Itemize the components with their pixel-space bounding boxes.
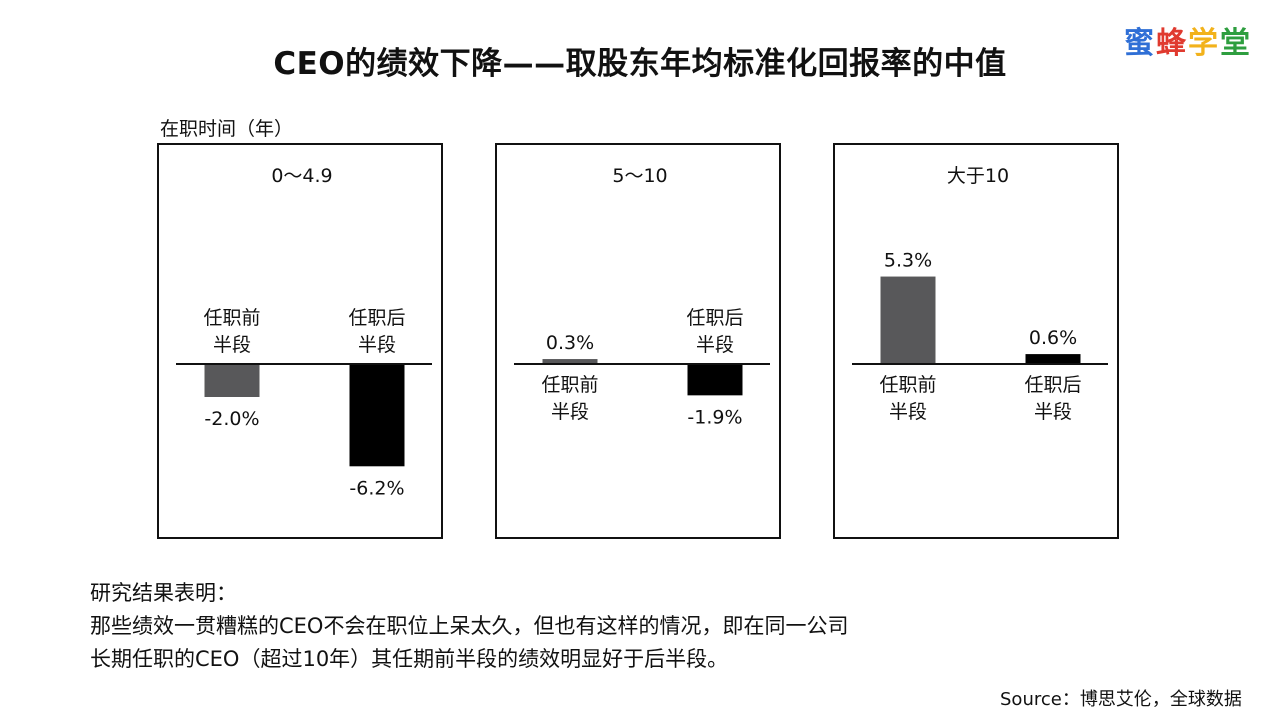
category-label: 半段 <box>889 401 927 423</box>
category-label: 任职前 <box>541 374 598 396</box>
tenure-axis-label: 在职时间（年） <box>160 118 294 140</box>
findings-text: 研究结果表明： 那些绩效一贯糟糕的CEO不会在职位上呆太久，但也有这样的情况，即… <box>90 578 848 677</box>
category-label: 半段 <box>213 334 251 356</box>
data-label: -6.2% <box>349 477 404 499</box>
panel-title: 5～10 <box>612 165 667 187</box>
findings-line-2: 长期任职的CEO（超过10年）其任期前半段的绩效明显好于后半段。 <box>90 647 729 671</box>
logo-char-4: 堂 <box>1220 26 1252 61</box>
bar-second-half <box>1025 354 1081 364</box>
logo-char-3: 学 <box>1188 26 1220 61</box>
category-label: 任职后 <box>1024 374 1081 396</box>
category-label: 半段 <box>696 334 734 356</box>
data-label: 0.6% <box>1029 327 1077 349</box>
panel-title: 大于10 <box>947 165 1009 187</box>
category-label: 半段 <box>358 334 396 356</box>
bar-first-half <box>204 364 260 397</box>
data-label: -1.9% <box>687 406 742 428</box>
source-note: Source：博思艾伦，全球数据 <box>1000 689 1242 710</box>
data-label: -2.0% <box>204 408 259 430</box>
panel-title: 0～4.9 <box>271 165 332 187</box>
category-label: 半段 <box>551 401 589 423</box>
findings-heading: 研究结果表明： <box>90 581 237 605</box>
findings-line-1: 那些绩效一贯糟糕的CEO不会在职位上呆太久，但也有这样的情况，即在同一公司 <box>90 614 849 638</box>
category-label: 任职前 <box>879 374 936 396</box>
panel-tenure-over-10: 大于10 5.3% 任职前半段 0.6% 任职后半段 <box>833 143 1119 539</box>
logo: 蜜蜂学堂 <box>1124 18 1252 62</box>
logo-char-1: 蜜 <box>1124 26 1156 61</box>
category-label: 任职后 <box>348 307 405 329</box>
data-label: 5.3% <box>884 250 932 272</box>
bar-first-half <box>542 359 598 364</box>
category-label: 任职后 <box>686 307 743 329</box>
bar-first-half <box>880 276 936 364</box>
data-label: 0.3% <box>546 332 594 354</box>
panel-tenure-0-4.9: 0～4.9 -2.0% 任职前半段 -6.2% 任职后半段 <box>157 143 443 539</box>
logo-char-2: 蜂 <box>1156 26 1188 61</box>
panel-tenure-5-10: 5～10 0.3% 任职前 半段 -1.9% 任职后 半段 <box>495 143 781 539</box>
chart-title: CEO的绩效下降——取股东年均标准化回报率的中值 <box>273 46 1007 82</box>
bar-second-half <box>349 364 405 467</box>
bar-second-half <box>687 364 743 396</box>
category-label: 半段 <box>1034 401 1072 423</box>
category-label: 任职前 <box>203 307 260 329</box>
